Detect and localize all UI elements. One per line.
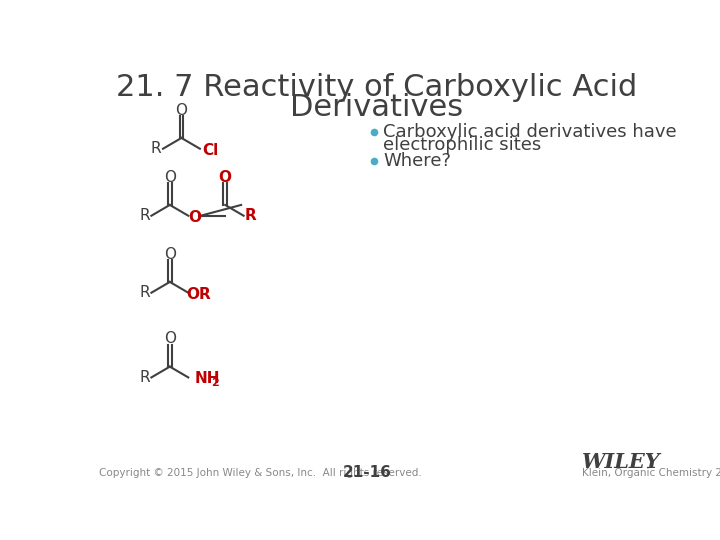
Text: Derivatives: Derivatives [290, 93, 463, 122]
Text: OR: OR [186, 287, 212, 302]
Text: O: O [189, 210, 202, 225]
Text: R: R [139, 208, 150, 223]
Text: Klein, Organic Chemistry 2e: Klein, Organic Chemistry 2e [582, 468, 720, 478]
Text: R: R [139, 285, 150, 300]
Text: 2: 2 [212, 378, 220, 388]
Text: O: O [176, 103, 187, 118]
Text: 21. 7 Reactivity of Carboxylic Acid: 21. 7 Reactivity of Carboxylic Acid [116, 73, 637, 103]
Text: WILEY: WILEY [582, 452, 661, 472]
Text: electrophilic sites: electrophilic sites [383, 136, 541, 154]
Text: R: R [150, 141, 161, 156]
Text: Cl: Cl [202, 143, 219, 158]
Text: O: O [164, 247, 176, 262]
Text: 21-16: 21-16 [343, 465, 392, 481]
Text: O: O [219, 170, 232, 185]
Text: Copyright © 2015 John Wiley & Sons, Inc.  All rights reserved.: Copyright © 2015 John Wiley & Sons, Inc.… [99, 468, 422, 478]
Text: Where?: Where? [383, 152, 451, 170]
Text: R: R [245, 208, 256, 223]
Text: R: R [139, 370, 150, 385]
Text: NH: NH [194, 372, 220, 387]
Text: O: O [164, 332, 176, 347]
Text: O: O [164, 170, 176, 185]
Text: Carboxylic acid derivatives have: Carboxylic acid derivatives have [383, 123, 677, 141]
